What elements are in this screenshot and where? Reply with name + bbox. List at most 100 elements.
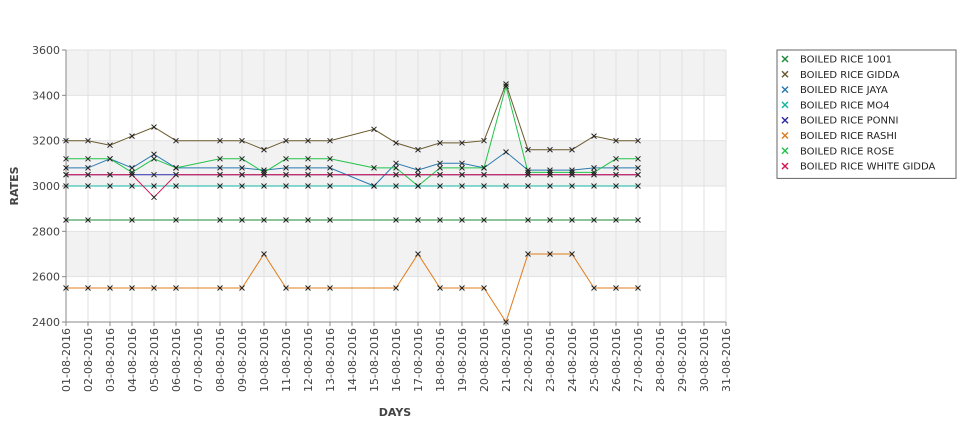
data-point xyxy=(635,155,641,162)
data-point xyxy=(481,171,487,178)
data-point xyxy=(635,171,641,178)
y-tick-label: 3000 xyxy=(32,180,60,193)
data-point xyxy=(85,171,91,178)
data-point xyxy=(107,155,113,162)
data-point xyxy=(85,183,91,189)
data-point xyxy=(437,160,443,167)
data-point xyxy=(481,285,487,291)
x-tick-label: 15-08-2016 xyxy=(368,328,381,392)
data-point xyxy=(63,217,69,223)
x-tick-label: 05-08-2016 xyxy=(148,328,161,392)
data-point xyxy=(503,81,509,87)
data-point xyxy=(569,169,575,176)
data-point xyxy=(569,171,575,178)
data-point xyxy=(635,137,641,144)
data-point xyxy=(613,183,619,189)
data-point xyxy=(305,165,311,171)
data-point xyxy=(547,146,553,153)
data-point xyxy=(305,171,311,178)
data-point xyxy=(613,137,619,144)
data-point xyxy=(173,171,179,178)
data-point xyxy=(525,169,531,176)
legend-marker xyxy=(781,147,789,155)
data-point xyxy=(151,194,157,201)
legend-item: BOILED RICE WHITE GIDDA xyxy=(781,162,936,173)
data-point xyxy=(327,137,333,144)
x-tick-label: 11-08-2016 xyxy=(280,328,293,392)
data-point xyxy=(85,155,91,162)
data-point xyxy=(283,217,289,223)
data-point xyxy=(393,160,399,167)
data-point xyxy=(217,217,223,223)
legend-label: BOILED RICE PONNI xyxy=(800,116,898,127)
legend-item: BOILED RICE GIDDA xyxy=(781,70,900,81)
x-tick-label: 04-08-2016 xyxy=(126,328,139,392)
data-point xyxy=(151,151,157,158)
data-point xyxy=(415,171,421,178)
legend-item: BOILED RICE ROSE xyxy=(781,146,894,157)
x-tick-label: 21-08-2016 xyxy=(500,328,513,392)
legend: BOILED RICE 1001 BOILED RICE GIDDA BOILED … xyxy=(776,49,957,179)
x-tick-label: 22-08-2016 xyxy=(522,328,535,392)
data-point xyxy=(459,140,465,146)
data-point xyxy=(283,183,289,189)
legend-item: BOILED RICE PONNI xyxy=(781,116,898,127)
data-point xyxy=(371,126,377,133)
legend-marker xyxy=(781,101,789,109)
data-point xyxy=(107,171,113,178)
data-point xyxy=(63,183,69,189)
legend-marker xyxy=(781,55,789,63)
data-point xyxy=(547,217,553,223)
data-point xyxy=(129,169,135,176)
data-point xyxy=(217,285,223,291)
data-point xyxy=(239,137,245,144)
x-tick-label: 12-08-2016 xyxy=(302,328,315,392)
x-tick-label: 03-08-2016 xyxy=(104,328,117,392)
data-point xyxy=(239,183,245,189)
data-point xyxy=(151,155,157,162)
x-tick-label: 25-08-2016 xyxy=(588,328,601,392)
legend-marker xyxy=(781,70,789,78)
x-tick-label: 24-08-2016 xyxy=(566,328,579,392)
data-point xyxy=(217,183,223,189)
legend-label: BOILED RICE JAYA xyxy=(800,85,888,96)
x-tick-label: 01-08-2016 xyxy=(60,328,73,392)
y-tick-labels: 2400 2600 2800 3000 3200 3400 3600 xyxy=(32,44,66,329)
data-point xyxy=(459,183,465,189)
data-point xyxy=(437,165,443,171)
data-point xyxy=(481,183,487,189)
data-point xyxy=(415,251,421,257)
x-tick-label: 08-08-2016 xyxy=(214,328,227,392)
x-tick-label: 20-08-2016 xyxy=(478,328,491,392)
data-point xyxy=(525,167,531,173)
legend-label: BOILED RICE GIDDA xyxy=(800,70,900,81)
x-tick-label: 06-08-2016 xyxy=(170,328,183,392)
data-point xyxy=(129,165,135,171)
data-point xyxy=(129,217,135,223)
data-point xyxy=(393,140,399,146)
data-point xyxy=(327,155,333,162)
data-point xyxy=(547,169,553,176)
data-point xyxy=(107,142,113,149)
data-point xyxy=(173,285,179,291)
data-point xyxy=(261,169,267,176)
data-point xyxy=(85,165,91,171)
x-tick-labels: 01-08-2016 02-08-2016 03-08-2016 04-08-2016… xyxy=(60,322,733,392)
x-tick-label: 18-08-2016 xyxy=(434,328,447,392)
data-point xyxy=(217,155,223,162)
data-point xyxy=(613,171,619,178)
data-point xyxy=(129,183,135,189)
data-point xyxy=(239,217,245,223)
x-tick-label: 26-08-2016 xyxy=(610,328,623,392)
data-point xyxy=(591,285,597,291)
data-point xyxy=(437,183,443,189)
data-point xyxy=(217,165,223,171)
legend-marker xyxy=(781,116,789,124)
data-point xyxy=(261,251,267,257)
data-point xyxy=(393,183,399,189)
data-point xyxy=(635,165,641,171)
data-point xyxy=(503,319,509,325)
data-point xyxy=(261,171,267,178)
data-point xyxy=(393,165,399,171)
